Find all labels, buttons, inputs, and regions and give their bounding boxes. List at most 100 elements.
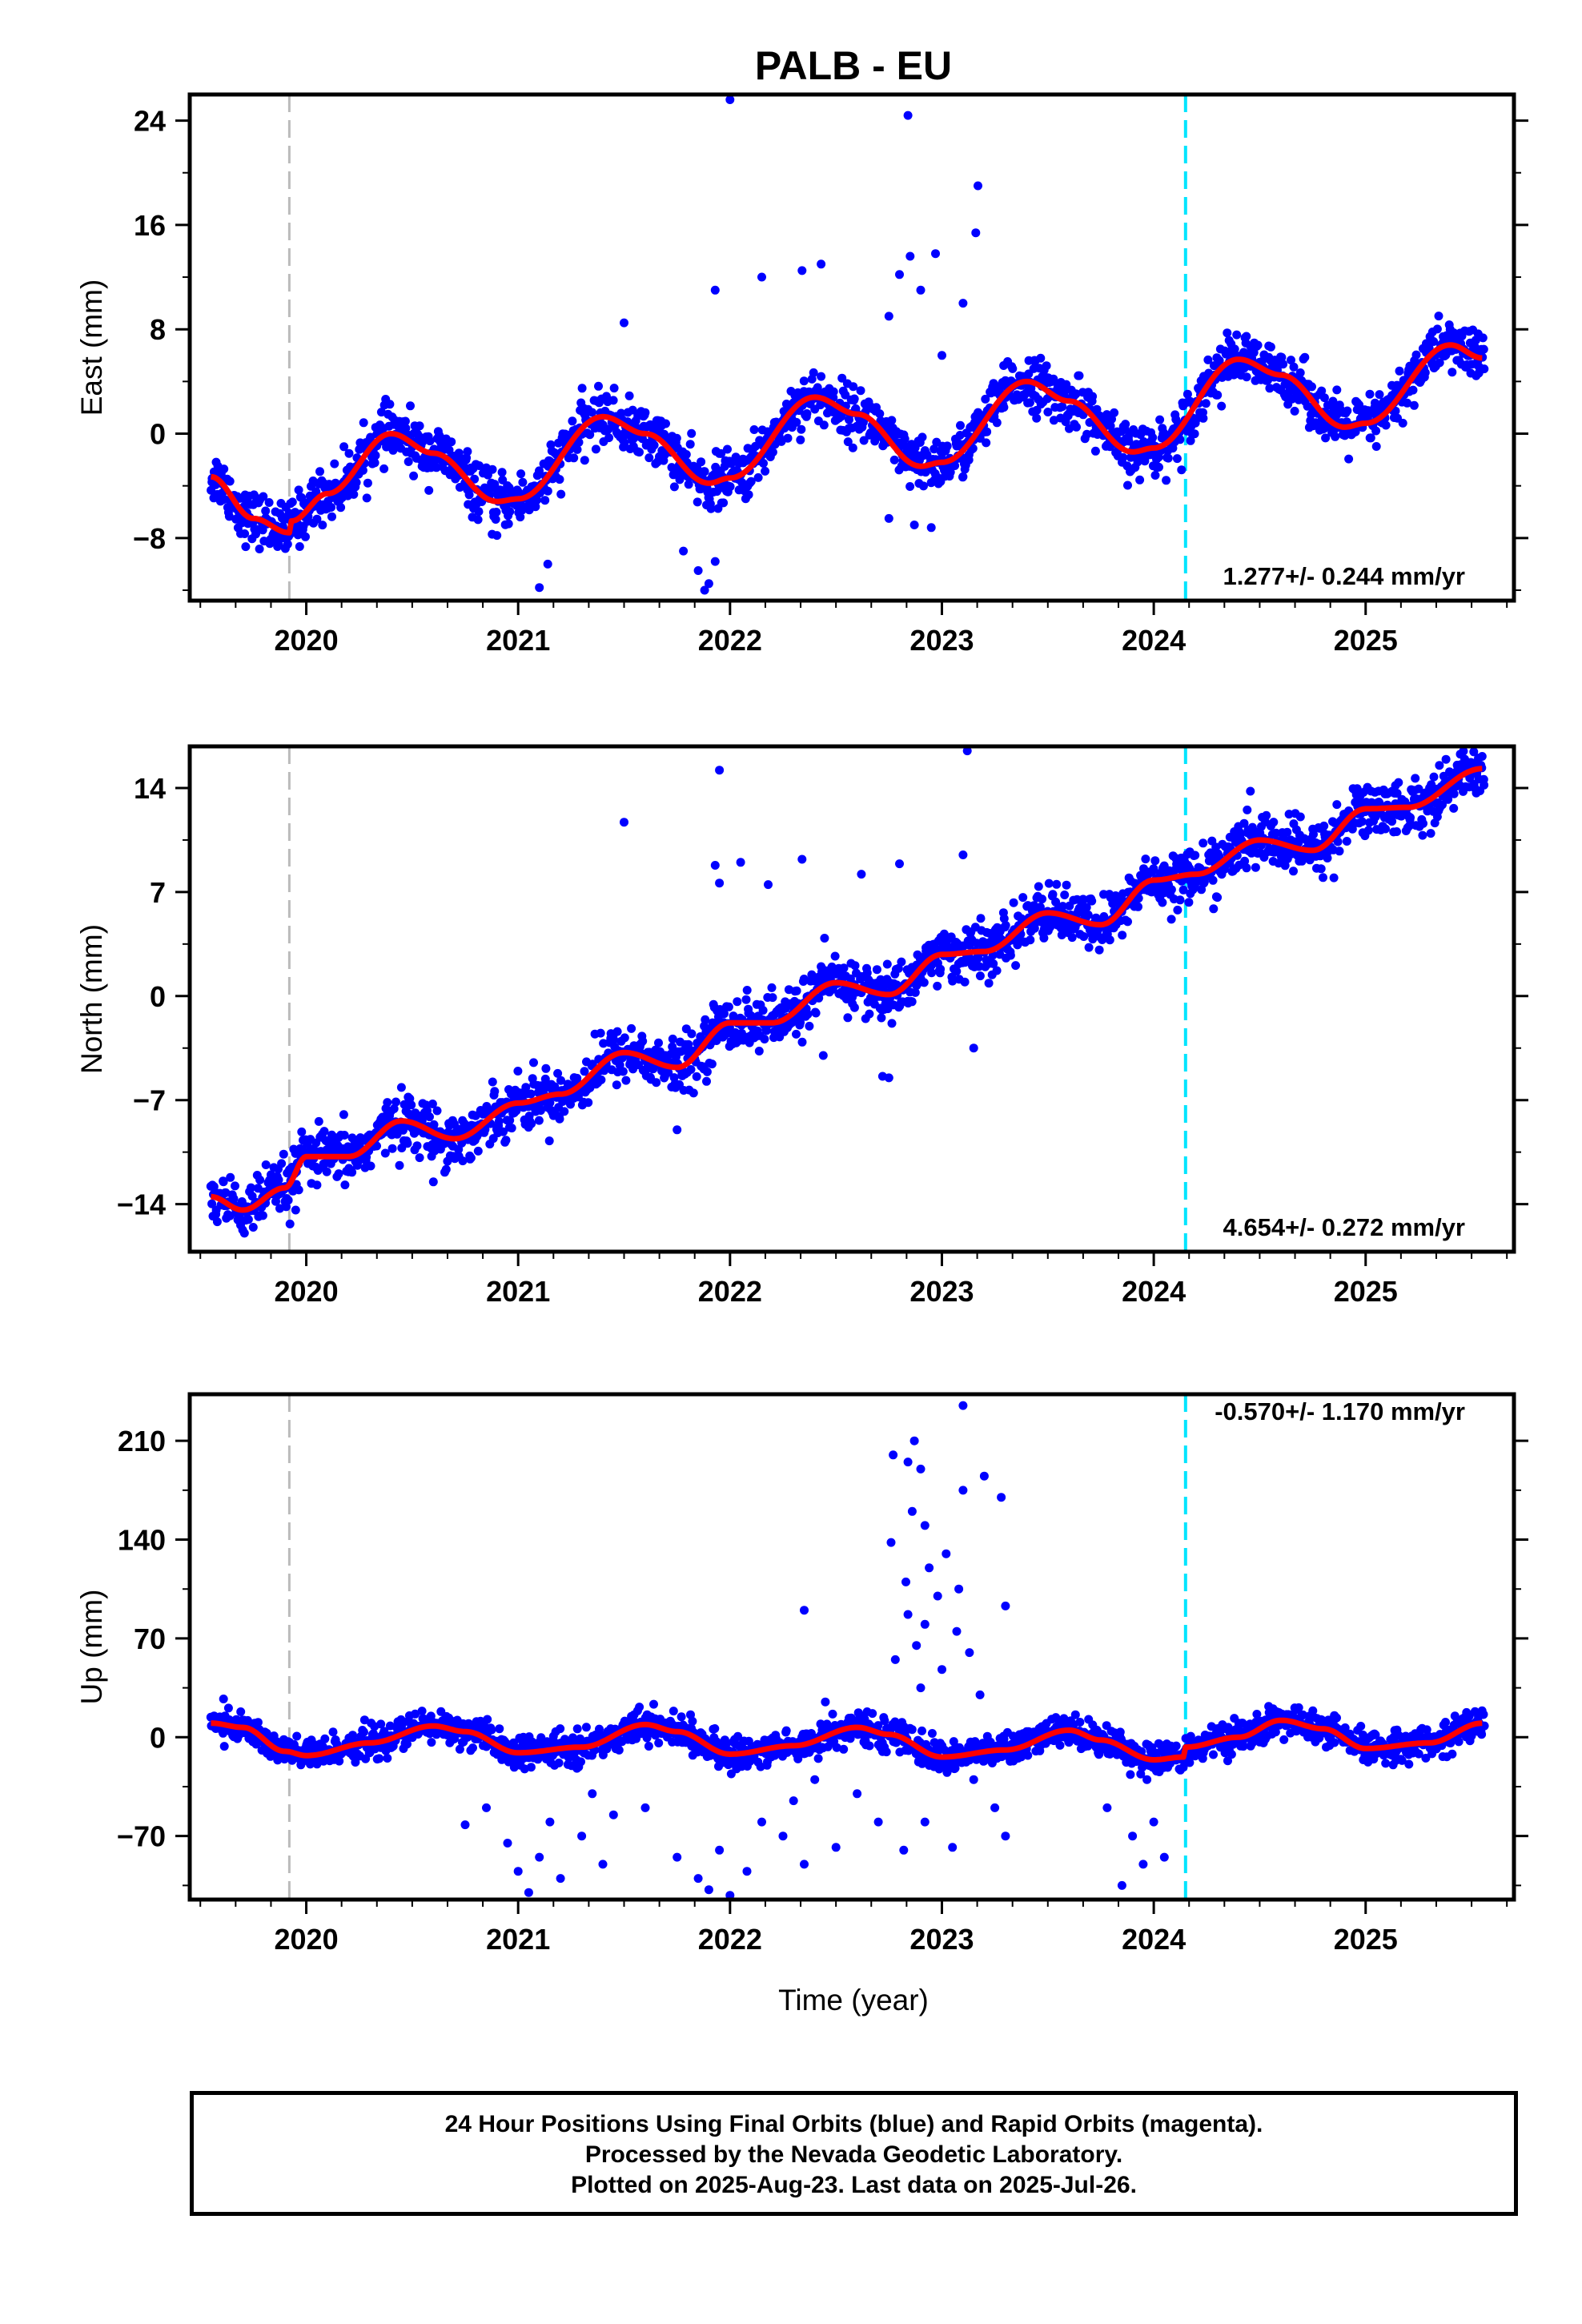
data-point: [1026, 935, 1035, 945]
outlier-point: [797, 854, 807, 864]
data-point: [692, 1072, 701, 1081]
data-point: [1062, 880, 1071, 890]
outlier-point: [797, 266, 807, 275]
data-point: [1008, 364, 1018, 373]
data-point: [1289, 866, 1298, 876]
outlier-point: [969, 1043, 978, 1053]
data-point: [982, 427, 992, 436]
outlier-point: [962, 746, 972, 756]
data-point: [1477, 752, 1487, 761]
x-tick-label: 2021: [486, 1275, 550, 1308]
data-point: [687, 428, 697, 438]
outlier-point: [916, 285, 926, 295]
data-point: [1042, 361, 1051, 371]
data-point: [627, 1023, 636, 1033]
data-point: [1365, 389, 1375, 399]
data-point: [328, 1727, 338, 1737]
data-point: [1154, 462, 1163, 472]
data-point: [351, 1758, 360, 1767]
data-point: [403, 1139, 412, 1148]
data-point: [1135, 475, 1145, 485]
data-point: [856, 386, 865, 396]
data-point: [339, 442, 349, 452]
data-point: [301, 532, 310, 541]
data-point: [376, 1719, 386, 1729]
data-point: [285, 1219, 295, 1228]
data-point: [614, 1745, 624, 1755]
data-point: [1435, 761, 1444, 770]
data-point: [620, 438, 629, 448]
data-point: [917, 432, 927, 442]
data-point: [820, 934, 829, 943]
data-point: [1480, 780, 1489, 790]
data-point: [1141, 854, 1150, 864]
data-point: [395, 1160, 404, 1170]
data-point: [1105, 935, 1114, 945]
data-point: [311, 487, 321, 497]
data-point: [702, 1067, 712, 1076]
data-point: [407, 1100, 416, 1110]
data-point: [534, 1116, 544, 1125]
data-point: [1371, 426, 1381, 436]
data-point: [809, 368, 818, 377]
data-point: [719, 498, 729, 508]
data-point: [331, 478, 340, 488]
data-point: [259, 492, 268, 501]
data-point: [1230, 344, 1239, 354]
outlier-point: [710, 861, 720, 870]
data-point: [759, 459, 768, 468]
data-point: [322, 1167, 331, 1176]
data-point: [540, 496, 550, 505]
data-point: [429, 1120, 439, 1129]
data-point: [544, 1136, 554, 1146]
data-point: [1406, 813, 1415, 822]
outlier-point: [710, 285, 720, 295]
data-point: [992, 966, 1002, 975]
data-point: [919, 978, 929, 987]
data-point: [900, 434, 909, 444]
data-point: [458, 1156, 468, 1166]
data-point: [1432, 324, 1442, 334]
data-point: [379, 464, 389, 473]
data-point: [283, 1196, 293, 1205]
outlier-point: [958, 299, 968, 308]
data-point: [330, 459, 339, 468]
data-point: [1121, 420, 1130, 429]
data-point: [505, 1116, 515, 1125]
data-point: [628, 405, 637, 415]
data-point: [383, 1098, 392, 1108]
data-point: [490, 1087, 500, 1096]
data-point: [813, 1754, 823, 1763]
data-point: [1213, 390, 1223, 400]
y-tick-label: 0: [150, 980, 166, 1013]
data-point: [783, 433, 793, 443]
data-point: [868, 1709, 877, 1719]
data-point: [942, 441, 952, 451]
data-point: [753, 472, 763, 482]
data-point: [767, 983, 777, 992]
data-point: [207, 1199, 217, 1208]
data-point: [294, 485, 303, 495]
data-point: [760, 1035, 769, 1043]
data-point: [312, 1180, 322, 1190]
data-point: [1199, 413, 1208, 423]
data-point: [240, 529, 250, 538]
data-point: [811, 1008, 821, 1018]
y-tick-label: −8: [133, 522, 166, 555]
data-point: [872, 965, 881, 975]
data-point: [1043, 408, 1053, 416]
data-point: [1371, 442, 1381, 451]
data-point: [488, 1077, 497, 1087]
data-point: [572, 444, 582, 454]
data-point: [862, 968, 872, 978]
data-point: [1426, 829, 1435, 838]
data-point: [927, 968, 937, 978]
data-point: [1316, 864, 1326, 874]
data-point: [1319, 821, 1329, 830]
x-tick-label: 2025: [1334, 624, 1398, 657]
data-point: [849, 1003, 859, 1012]
data-point: [644, 453, 654, 463]
x-tick-label: 2022: [698, 1275, 762, 1308]
data-point: [294, 1185, 303, 1195]
data-point: [1411, 774, 1420, 783]
